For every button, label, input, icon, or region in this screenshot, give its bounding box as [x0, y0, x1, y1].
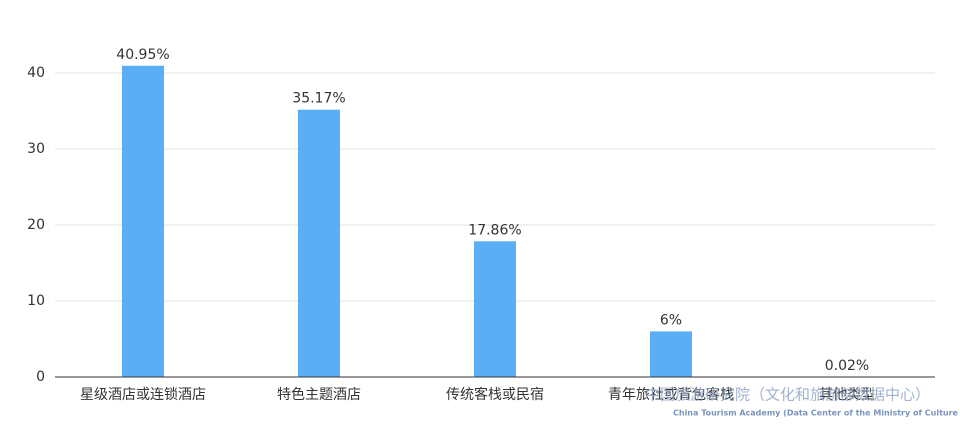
- y-tick-label: 30: [27, 141, 45, 157]
- y-tick-label: 40: [27, 65, 45, 81]
- bar: [650, 331, 692, 377]
- watermark: 中国旅游研究院（文化和旅游部数据中心） China Tourism Academ…: [645, 386, 960, 418]
- x-tick-label: 特色主题酒店: [277, 386, 361, 403]
- x-tick-label: 星级酒店或连锁酒店: [80, 387, 206, 403]
- bar: [474, 241, 516, 377]
- value-label: 0.02%: [825, 358, 869, 374]
- bar: [298, 109, 340, 377]
- watermark-title: 中国旅游研究院（文化和旅游部数据中心）: [645, 386, 930, 404]
- y-tick-label: 20: [27, 217, 45, 233]
- bar: [122, 65, 164, 377]
- value-label: 6%: [660, 312, 682, 328]
- value-label: 35.17%: [292, 91, 345, 107]
- y-tick-label: 10: [27, 293, 45, 309]
- x-tick-label: 其他类型: [819, 387, 875, 403]
- value-label: 40.95%: [116, 47, 169, 63]
- value-label: 17.86%: [468, 222, 521, 238]
- y-tick-label: 0: [36, 369, 45, 385]
- watermark-subtitle: China Tourism Academy (Data Center of th…: [673, 409, 960, 418]
- x-tick-label: 传统客栈或民宿: [446, 386, 544, 403]
- x-tick-label: 青年旅社或背包客栈: [608, 386, 734, 403]
